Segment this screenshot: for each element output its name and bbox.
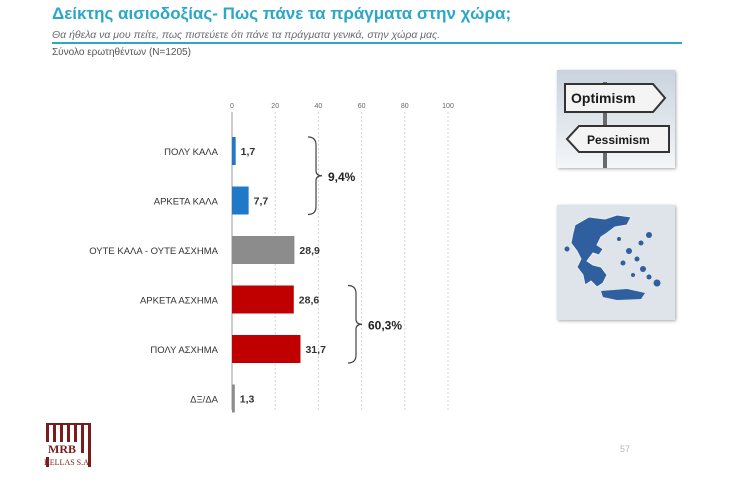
bar: [232, 384, 235, 413]
data-label: 7,7: [254, 196, 269, 208]
greece-map-image: [557, 205, 675, 320]
group-bracket: [347, 284, 363, 364]
title-underline: [52, 42, 682, 44]
bar: [232, 137, 236, 165]
bar: [232, 186, 249, 215]
data-label: 1,3: [240, 394, 255, 406]
question-text: Θα ήθελα να μου πείτε, πως πιστεύετε ότι…: [52, 29, 441, 41]
category-label: ΠΟΛΥ ΚΑΛΑ: [164, 147, 219, 158]
data-label: 31,7: [305, 344, 326, 356]
company-name: HELLAS S.A.: [44, 458, 91, 467]
data-label: 1,7: [241, 146, 256, 158]
x-tick-label: 0: [230, 103, 234, 110]
x-tick-label: 20: [271, 103, 279, 110]
category-label: ΑΡΚΕΤΑ ΑΣΧΗΜΑ: [140, 296, 219, 307]
sample-size: Σύνολο ερωτηθέντων (N=1205): [52, 47, 191, 58]
x-tick-label: 40: [315, 103, 323, 110]
group-bracket: [307, 136, 323, 216]
optimism-pessimism-signpost-image: Optimism Pessimism: [557, 70, 675, 168]
optimism-sign-text: Optimism: [571, 90, 636, 106]
pessimism-sign-text: Pessimism: [587, 133, 650, 147]
group-total-label: 60,3%: [368, 318, 402, 332]
mrb-logo-text: MRB: [46, 442, 78, 457]
data-label: 28,9: [299, 245, 320, 257]
x-tick-label: 80: [401, 103, 409, 110]
page-title: Δείκτης αισιοδοξίας- Πως πάνε τα πράγματ…: [52, 4, 512, 23]
greece-map-icon: [557, 205, 675, 320]
data-label: 28,6: [299, 295, 320, 307]
group-total-label: 9,4%: [328, 170, 356, 184]
category-label: ΔΞ/ΔΑ: [190, 395, 219, 406]
category-label: ΠΟΛΥ ΑΣΧΗΜΑ: [150, 345, 218, 356]
bar: [232, 285, 294, 314]
x-tick-label: 100: [442, 103, 454, 110]
x-tick-label: 60: [358, 103, 366, 110]
bar: [232, 236, 295, 264]
page-number: 57: [620, 444, 631, 454]
category-label: ΟΥΤΕ ΚΑΛΑ - ΟΥΤΕ ΑΣΧΗΜΑ: [89, 246, 218, 257]
bar: [232, 335, 301, 363]
category-label: ΑΡΚΕΤΑ ΚΑΛΑ: [154, 197, 219, 208]
